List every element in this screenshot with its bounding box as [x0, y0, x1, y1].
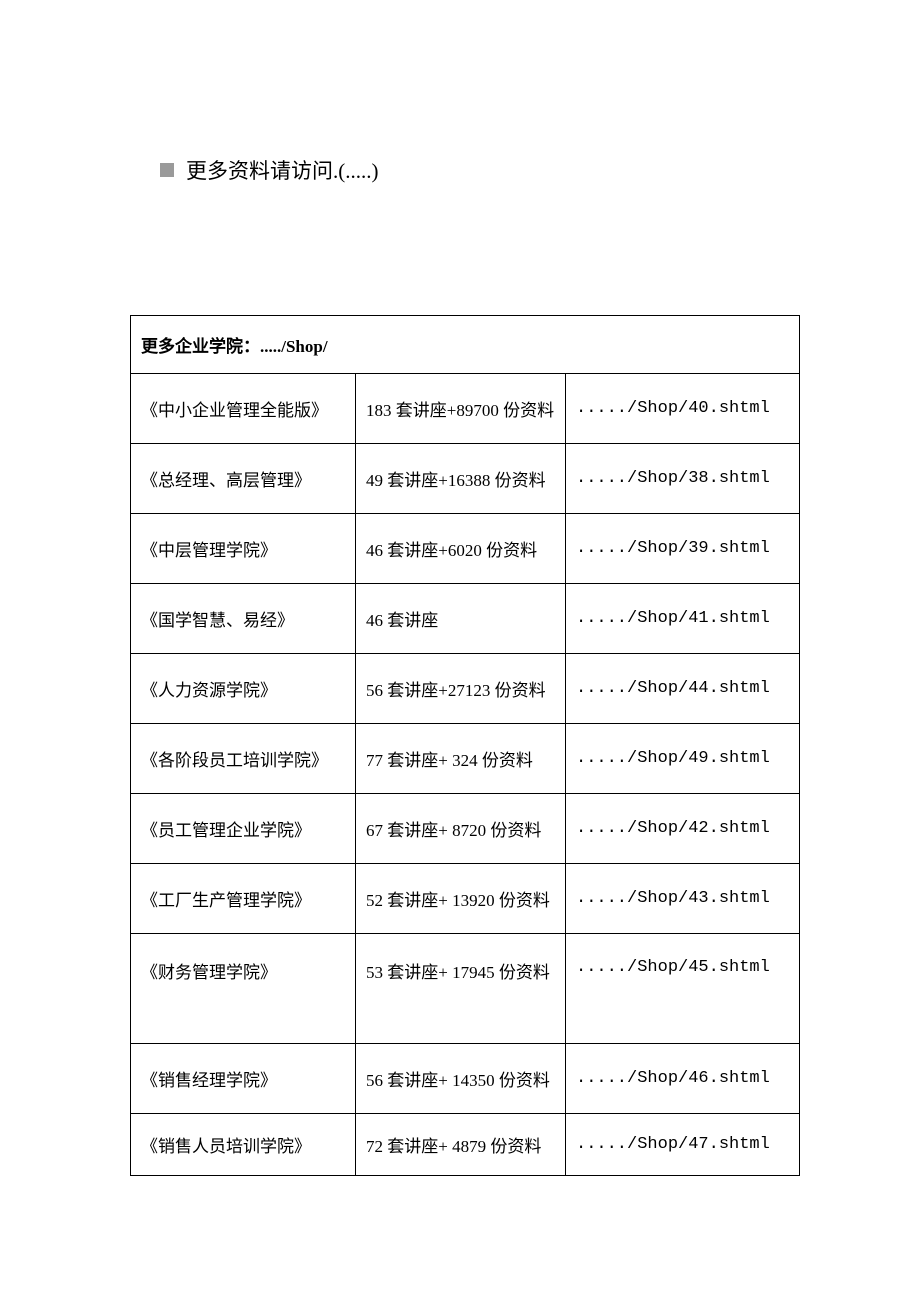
course-link-cell[interactable]: ...../Shop/41.shtml: [566, 584, 800, 654]
course-content-cell: 67 套讲座+ 8720 份资料: [356, 794, 566, 864]
course-name-cell: 《中层管理学院》: [131, 514, 356, 584]
course-name-cell: 《中小企业管理全能版》: [131, 374, 356, 444]
course-link-cell[interactable]: ...../Shop/45.shtml: [566, 934, 800, 1044]
course-content-cell: 72 套讲座+ 4879 份资料: [356, 1114, 566, 1176]
table-row: 《中层管理学院》46 套讲座+6020 份资料...../Shop/39.sht…: [131, 514, 800, 584]
course-name-cell: 《人力资源学院》: [131, 654, 356, 724]
table-row: 《销售人员培训学院》72 套讲座+ 4879 份资料...../Shop/47.…: [131, 1114, 800, 1176]
table-body: 《中小企业管理全能版》183 套讲座+89700 份资料...../Shop/4…: [131, 374, 800, 1176]
course-content-cell: 49 套讲座+16388 份资料: [356, 444, 566, 514]
course-name-cell: 《总经理、高层管理》: [131, 444, 356, 514]
course-content-cell: 77 套讲座+ 324 份资料: [356, 724, 566, 794]
course-name-cell: 《各阶段员工培训学院》: [131, 724, 356, 794]
course-link-cell[interactable]: ...../Shop/40.shtml: [566, 374, 800, 444]
course-name-cell: 《国学智慧、易经》: [131, 584, 356, 654]
course-content-cell: 56 套讲座+27123 份资料: [356, 654, 566, 724]
table-row: 《人力资源学院》56 套讲座+27123 份资料...../Shop/44.sh…: [131, 654, 800, 724]
square-bullet-icon: [160, 163, 174, 177]
course-link-cell[interactable]: ...../Shop/49.shtml: [566, 724, 800, 794]
course-name-cell: 《财务管理学院》: [131, 934, 356, 1044]
table-row: 《财务管理学院》53 套讲座+ 17945 份资料...../Shop/45.s…: [131, 934, 800, 1044]
course-name-cell: 《销售人员培训学院》: [131, 1114, 356, 1176]
header-text: 更多资料请访问.(.....): [186, 155, 379, 185]
table-header-row: 更多企业学院：...../Shop/: [131, 316, 800, 374]
table-row: 《国学智慧、易经》46 套讲座...../Shop/41.shtml: [131, 584, 800, 654]
course-content-cell: 46 套讲座: [356, 584, 566, 654]
course-link-cell[interactable]: ...../Shop/44.shtml: [566, 654, 800, 724]
table-row: 《各阶段员工培训学院》77 套讲座+ 324 份资料...../Shop/49.…: [131, 724, 800, 794]
table-row: 《销售经理学院》56 套讲座+ 14350 份资料...../Shop/46.s…: [131, 1044, 800, 1114]
course-link-cell[interactable]: ...../Shop/39.shtml: [566, 514, 800, 584]
course-link-cell[interactable]: ...../Shop/42.shtml: [566, 794, 800, 864]
table-row: 《工厂生产管理学院》52 套讲座+ 13920 份资料...../Shop/43…: [131, 864, 800, 934]
course-link-cell[interactable]: ...../Shop/43.shtml: [566, 864, 800, 934]
course-content-cell: 46 套讲座+6020 份资料: [356, 514, 566, 584]
course-name-cell: 《员工管理企业学院》: [131, 794, 356, 864]
header-line: 更多资料请访问.(.....): [160, 155, 800, 185]
course-name-cell: 《工厂生产管理学院》: [131, 864, 356, 934]
course-content-cell: 183 套讲座+89700 份资料: [356, 374, 566, 444]
table-row: 《员工管理企业学院》67 套讲座+ 8720 份资料...../Shop/42.…: [131, 794, 800, 864]
course-link-cell[interactable]: ...../Shop/38.shtml: [566, 444, 800, 514]
course-link-cell[interactable]: ...../Shop/46.shtml: [566, 1044, 800, 1114]
course-table: 更多企业学院：...../Shop/ 《中小企业管理全能版》183 套讲座+89…: [130, 315, 800, 1176]
course-content-cell: 56 套讲座+ 14350 份资料: [356, 1044, 566, 1114]
course-name-cell: 《销售经理学院》: [131, 1044, 356, 1114]
table-row: 《总经理、高层管理》49 套讲座+16388 份资料...../Shop/38.…: [131, 444, 800, 514]
document-page: 更多资料请访问.(.....) 更多企业学院：...../Shop/ 《中小企业…: [0, 0, 920, 1302]
course-content-cell: 52 套讲座+ 13920 份资料: [356, 864, 566, 934]
table-row: 《中小企业管理全能版》183 套讲座+89700 份资料...../Shop/4…: [131, 374, 800, 444]
table-header-cell: 更多企业学院：...../Shop/: [131, 316, 800, 374]
course-link-cell[interactable]: ...../Shop/47.shtml: [566, 1114, 800, 1176]
course-content-cell: 53 套讲座+ 17945 份资料: [356, 934, 566, 1044]
